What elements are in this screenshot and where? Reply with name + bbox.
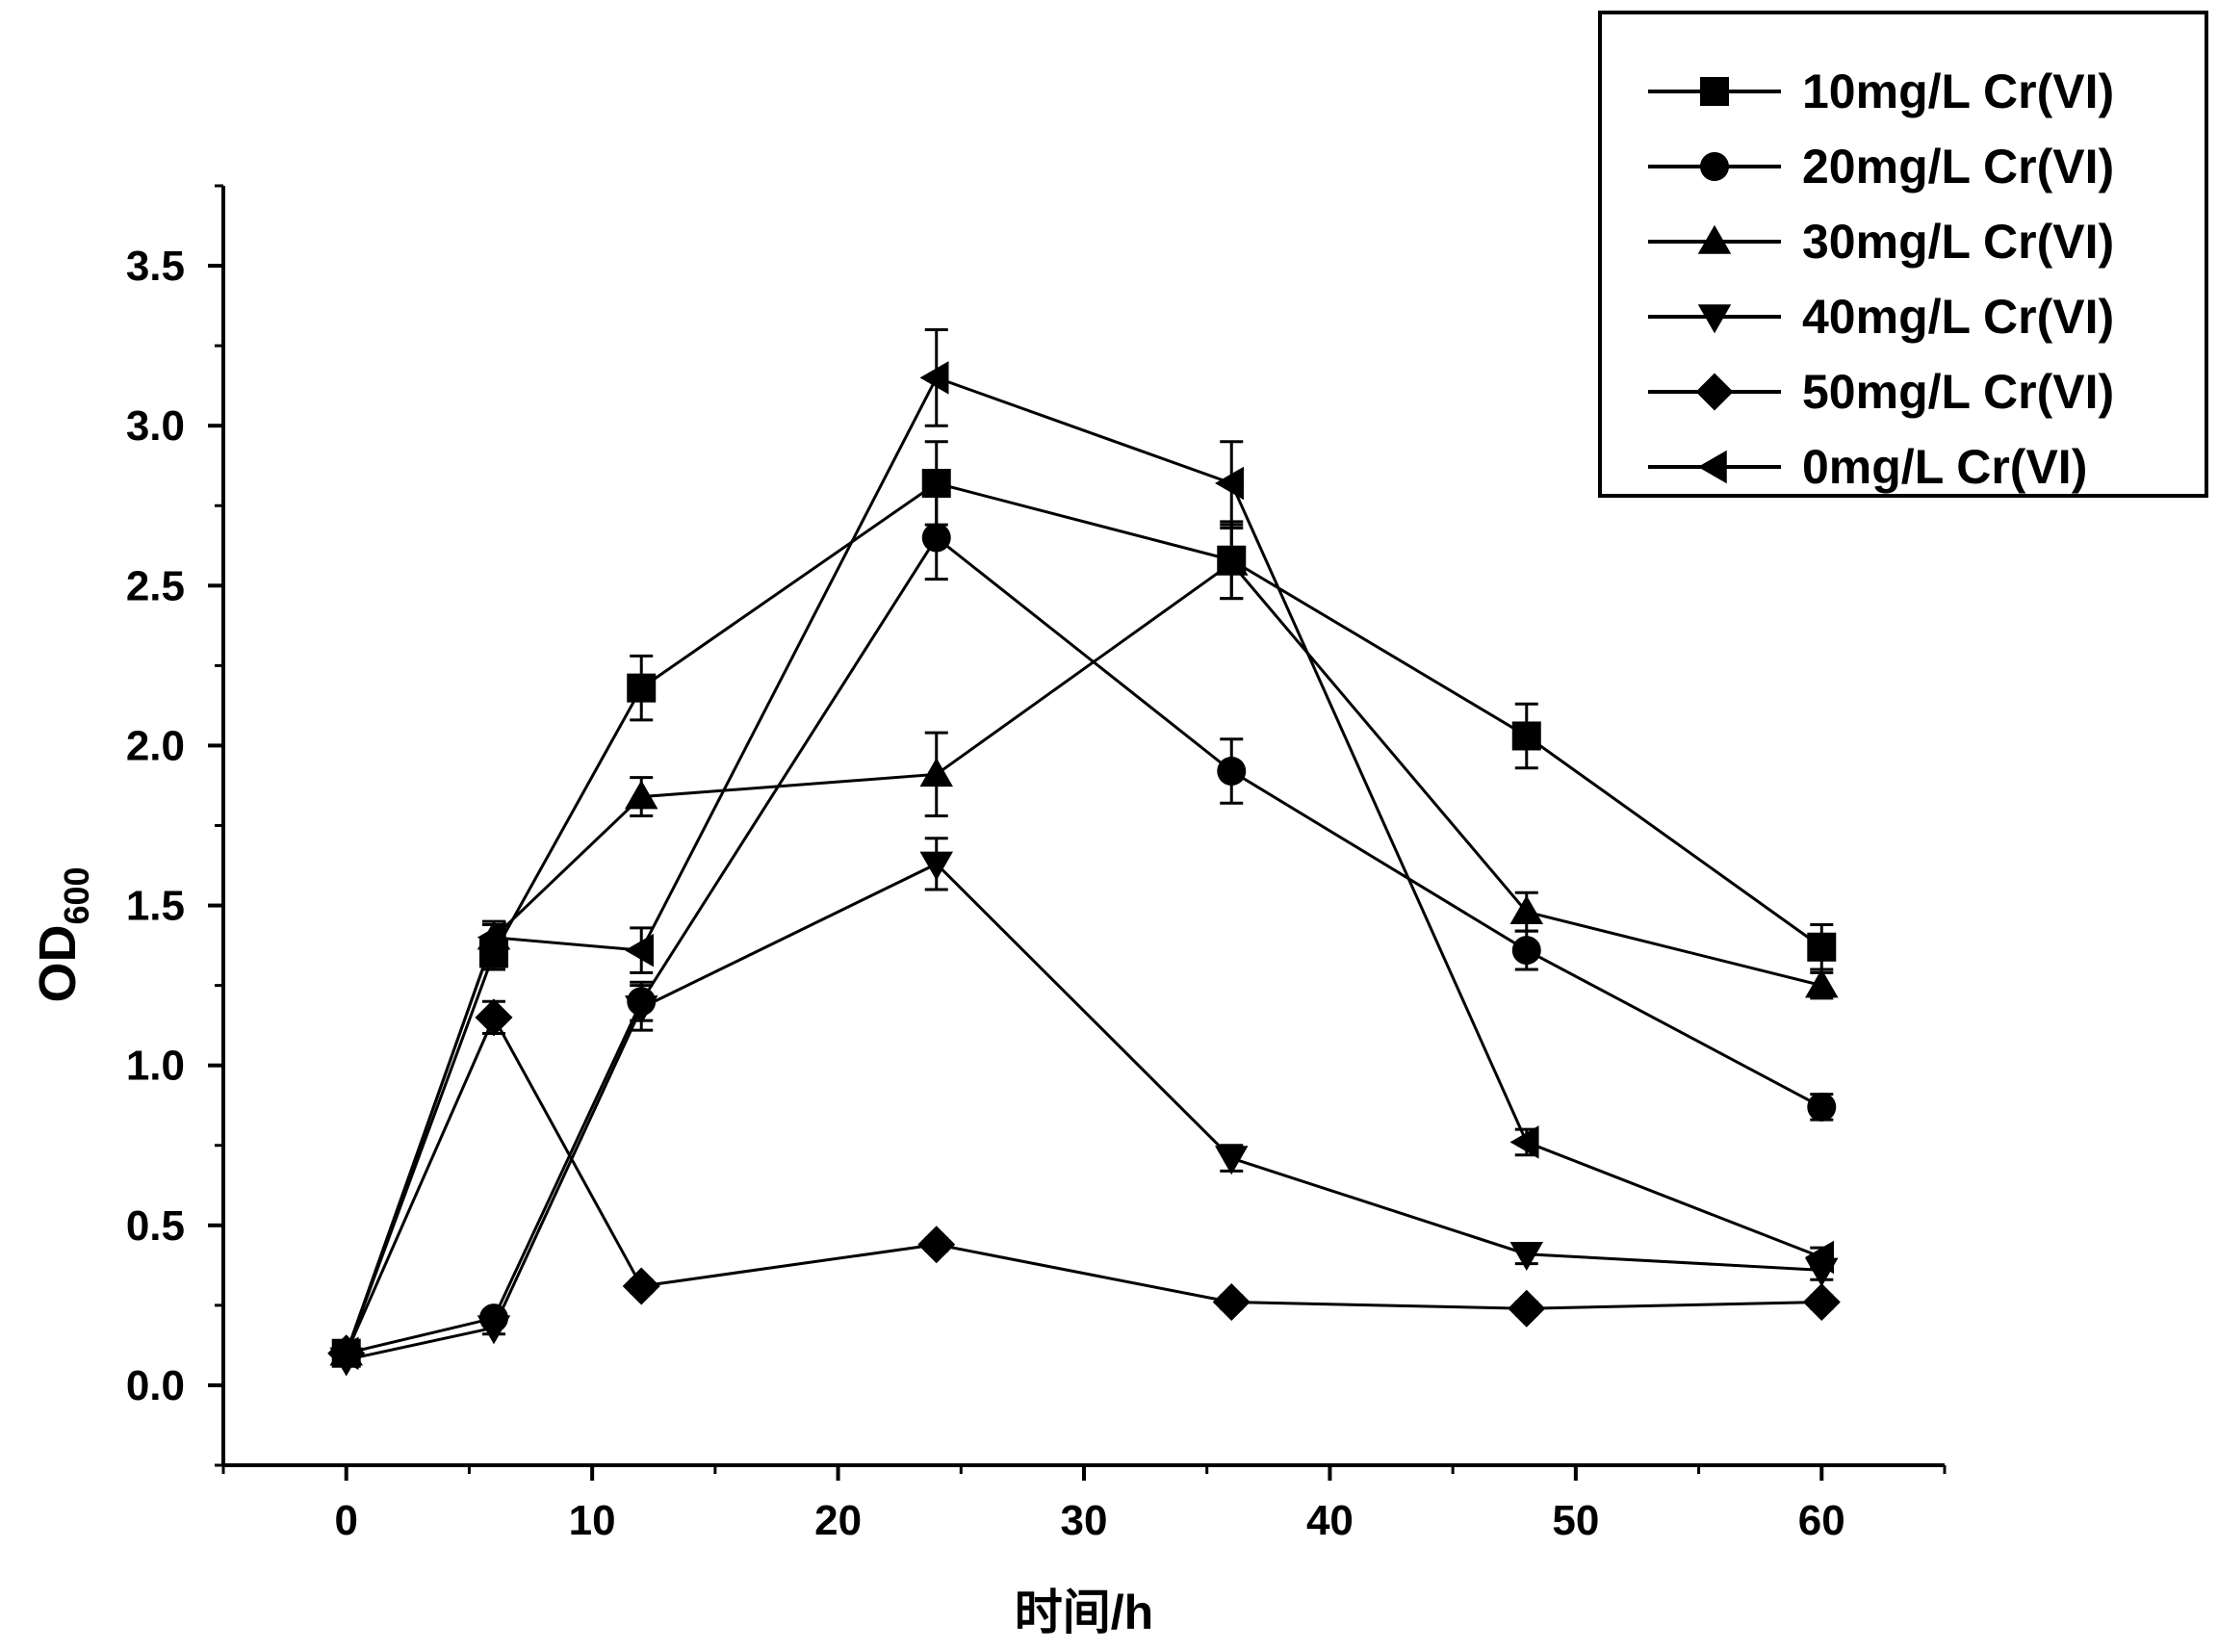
x-tick-label: 20 bbox=[814, 1497, 862, 1544]
data-point bbox=[1215, 466, 1245, 501]
data-point bbox=[1807, 1092, 1837, 1122]
legend-item-5: 50mg/L Cr(VI) bbox=[1648, 365, 2114, 419]
y-tick-label: 1.0 bbox=[126, 1043, 185, 1090]
data-point bbox=[1509, 1241, 1544, 1271]
data-point bbox=[919, 361, 949, 395]
data-point bbox=[917, 1226, 956, 1264]
x-axis-label: 时间/h bbox=[1015, 1586, 1153, 1639]
data-point bbox=[624, 780, 658, 810]
data-point bbox=[622, 1267, 660, 1305]
legend-marker bbox=[1695, 373, 1734, 411]
data-point bbox=[1805, 968, 1839, 998]
series-6 bbox=[329, 328, 1835, 1370]
legend-item-4: 40mg/L Cr(VI) bbox=[1648, 290, 2114, 344]
data-point bbox=[329, 1336, 359, 1370]
data-point bbox=[477, 1315, 511, 1345]
legend-label: 0mg/L Cr(VI) bbox=[1802, 440, 2087, 494]
x-tick-label: 0 bbox=[334, 1497, 357, 1544]
legend-label: 50mg/L Cr(VI) bbox=[1802, 365, 2114, 419]
series-5 bbox=[327, 998, 1841, 1373]
data-point bbox=[475, 998, 513, 1037]
legend-item-2: 20mg/L Cr(VI) bbox=[1648, 140, 2114, 194]
legend-items: 10mg/L Cr(VI) 20mg/L Cr(VI) 30mg/L Cr(VI) 4… bbox=[1648, 65, 2114, 494]
series-line bbox=[345, 561, 1822, 1355]
data-point bbox=[624, 995, 658, 1025]
data-point bbox=[1217, 757, 1247, 787]
data-point bbox=[627, 673, 657, 703]
legend-label: 10mg/L Cr(VI) bbox=[1802, 65, 2114, 118]
y-tick-label: 2.5 bbox=[126, 562, 185, 609]
legend-label: 20mg/L Cr(VI) bbox=[1802, 140, 2114, 194]
legend-marker bbox=[1700, 77, 1729, 106]
data-point bbox=[624, 933, 654, 968]
x-tick-label: 60 bbox=[1798, 1497, 1845, 1544]
series-line bbox=[345, 481, 1823, 1355]
data-point bbox=[1509, 1125, 1539, 1159]
legend-item-3: 30mg/L Cr(VI) bbox=[1648, 215, 2114, 269]
data-point bbox=[1807, 932, 1837, 962]
data-point bbox=[477, 920, 506, 955]
y-tick-label: 1.5 bbox=[126, 883, 185, 930]
axes: 0.0 0.5 1.0 1.5 2.0 2.5 3.0 3.5 0 10 20 30 40 50 60 bbox=[126, 184, 1947, 1544]
data-point bbox=[1509, 894, 1544, 924]
x-tick-label: 40 bbox=[1306, 1497, 1354, 1544]
legend: 10mg/L Cr(VI) 20mg/L Cr(VI) 30mg/L Cr(VI) 4… bbox=[1598, 11, 2208, 498]
series-line bbox=[346, 862, 1822, 1361]
x-tick-label: 50 bbox=[1552, 1497, 1599, 1544]
data-point bbox=[921, 523, 951, 553]
y-axis-label-subscript: 600 bbox=[57, 866, 96, 924]
plot-area bbox=[327, 328, 1841, 1377]
data-point bbox=[1805, 1240, 1835, 1275]
y-tick-label: 0.0 bbox=[126, 1362, 185, 1409]
data-point bbox=[1215, 546, 1249, 576]
data-point bbox=[921, 468, 951, 498]
data-point bbox=[1508, 1289, 1546, 1328]
data-point bbox=[919, 851, 953, 881]
series-1 bbox=[331, 440, 1837, 1368]
legend-marker bbox=[1697, 304, 1732, 334]
x-tick-label: 10 bbox=[569, 1497, 616, 1544]
y-axis-label-main: OD bbox=[29, 925, 87, 1003]
data-point bbox=[1511, 721, 1541, 751]
legend-marker bbox=[1697, 450, 1727, 484]
series-4 bbox=[329, 837, 1839, 1377]
series-line bbox=[345, 1014, 1822, 1355]
series-line bbox=[346, 535, 1822, 1355]
y-axis-label: OD600 bbox=[29, 866, 96, 1002]
legend-item-6: 0mg/L Cr(VI) bbox=[1648, 440, 2087, 494]
data-point bbox=[1511, 936, 1541, 966]
y-tick-label: 0.5 bbox=[126, 1202, 185, 1250]
data-point bbox=[1215, 1146, 1249, 1175]
legend-label: 40mg/L Cr(VI) bbox=[1802, 290, 2114, 344]
legend-marker bbox=[1697, 224, 1732, 254]
legend-item-1: 10mg/L Cr(VI) bbox=[1648, 65, 2114, 118]
legend-marker bbox=[1700, 152, 1729, 181]
x-tick-label: 30 bbox=[1061, 1497, 1108, 1544]
data-point bbox=[1212, 1283, 1251, 1322]
legend-label: 30mg/L Cr(VI) bbox=[1802, 215, 2114, 269]
y-tick-label: 2.0 bbox=[126, 722, 185, 769]
y-tick-label: 3.0 bbox=[126, 402, 185, 450]
y-tick-label: 3.5 bbox=[126, 243, 185, 290]
data-point bbox=[1802, 1283, 1841, 1322]
data-point bbox=[919, 758, 953, 787]
